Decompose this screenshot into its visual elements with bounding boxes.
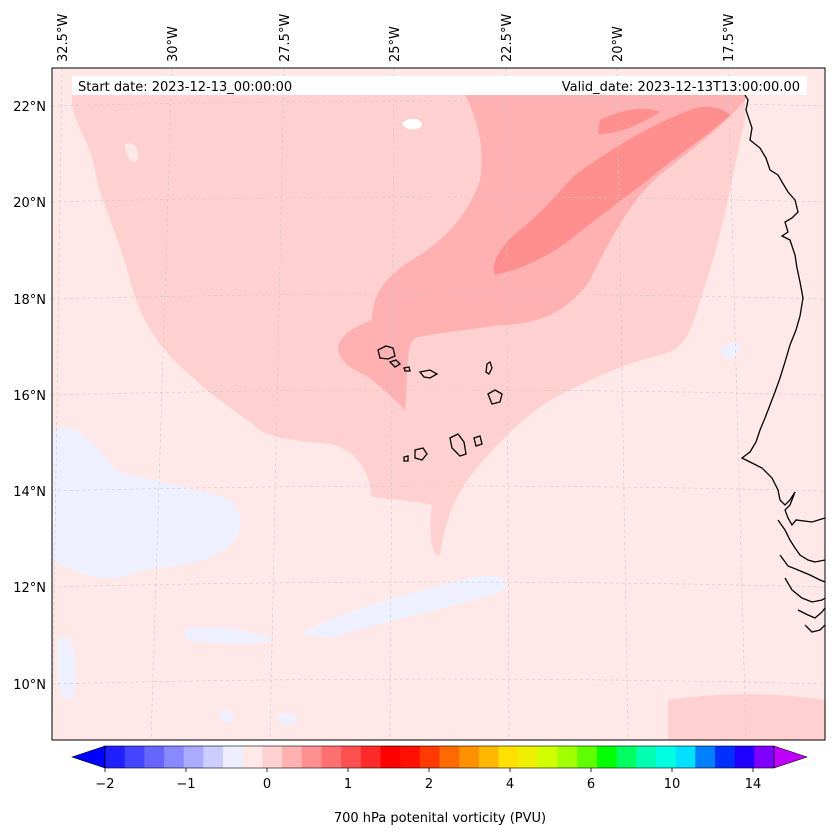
map-frame: [51, 67, 826, 741]
colorbar-cell: [498, 746, 519, 768]
island-santo-antao: [377, 345, 396, 360]
colorbar-cell: [262, 746, 283, 768]
colorbar-cell: [341, 746, 362, 768]
negative-pv-region: [185, 627, 275, 644]
island-boa-vista: [487, 389, 503, 405]
colorbar-cell: [596, 746, 618, 768]
lon-label: 25°W: [388, 26, 403, 62]
colorbar-cell: [360, 746, 381, 768]
lon-label: 30°W: [166, 26, 181, 62]
colorbar-max-arrow: [773, 745, 808, 769]
valid-date-label: Valid_date: 2023-12-13T13:00:00.00: [562, 80, 800, 95]
colorbar-cell: [616, 746, 637, 768]
island-santa-luzia: [403, 366, 411, 372]
colorbar-tick-label: 1: [344, 777, 352, 792]
colorbar-cell: [242, 746, 263, 768]
lat-label: 18°N: [13, 293, 46, 308]
colorbar-cell: [714, 746, 736, 768]
colorbar: −2 −1 0 1 2 4 6 10 14 700 hPa potenital …: [71, 745, 808, 826]
lat-label: 12°N: [13, 581, 46, 596]
colorbar-tick-label: 6: [587, 777, 595, 792]
island-brava: [403, 455, 409, 462]
lat-label: 16°N: [13, 389, 46, 404]
colorbar-cell: [439, 746, 460, 768]
colorbar-tick-label: 10: [664, 777, 681, 792]
colorbar-cell: [695, 746, 716, 768]
pv-0-75-region: [598, 108, 660, 135]
island-sao-nicolau: [418, 369, 439, 379]
colorbar-cell: [518, 746, 539, 768]
colorbar-cell: [282, 746, 303, 768]
lon-label: 20°W: [611, 26, 626, 62]
negative-pv-region: [219, 710, 235, 723]
colorbar-cell: [301, 746, 322, 768]
colorbar-cell: [478, 746, 500, 768]
colorbar-cell: [183, 746, 204, 768]
colorbar-cell: [321, 746, 342, 768]
pv-gap-region: [402, 118, 422, 130]
pv-0-25-region: [668, 694, 825, 740]
colorbar-cell: [577, 746, 598, 768]
lon-label: 32.5°W: [56, 14, 71, 62]
colorbar-cells: [105, 746, 775, 768]
latitude-labels: 22°N 20°N 18°N 16°N 14°N 12°N 10°N: [13, 100, 46, 693]
colorbar-cell: [400, 746, 421, 768]
colorbar-cell: [380, 746, 401, 768]
lat-label: 22°N: [13, 100, 46, 115]
island-santiago: [449, 433, 467, 457]
coastline: [740, 94, 826, 633]
pv-contour-fields: [52, 95, 825, 740]
colorbar-outline: [104, 745, 775, 769]
lat-label: 14°N: [13, 485, 46, 500]
colorbar-cell: [105, 746, 126, 768]
negative-pv-region: [300, 575, 506, 638]
colorbar-cell: [675, 746, 696, 768]
negative-pv-region: [720, 343, 741, 358]
lat-label: 10°N: [13, 678, 46, 693]
island-fogo: [414, 447, 428, 461]
colorbar-cell: [537, 746, 559, 768]
colorbar-tick-label: −1: [176, 777, 195, 792]
lon-label: 22.5°W: [500, 14, 515, 62]
colorbar-cell: [636, 746, 657, 768]
date-header-box: [72, 76, 807, 95]
colorbar-cell: [754, 746, 775, 768]
pv-0-75-region: [493, 106, 730, 275]
lon-label: 27.5°W: [278, 14, 293, 62]
negative-pv-region: [52, 427, 241, 579]
colorbar-cell: [144, 746, 165, 768]
colorbar-cell: [203, 746, 224, 768]
colorbar-cell: [734, 746, 755, 768]
island-sao-vicente: [388, 359, 402, 368]
colorbar-title: 700 hPa potenital vorticity (PVU): [334, 811, 546, 826]
negative-pv-region: [276, 712, 297, 726]
graticule-lines: [51, 67, 826, 741]
colorbar-tick-label: 0: [263, 777, 271, 792]
colorbar-cell: [655, 746, 677, 768]
colorbar-cell: [557, 746, 578, 768]
pv-gap-region: [125, 143, 139, 163]
colorbar-tick-label: 4: [506, 777, 514, 792]
colorbar-tick-label: 14: [745, 777, 762, 792]
start-date-label: Start date: 2023-12-13_00:00:00: [78, 80, 292, 95]
colorbar-cell: [164, 746, 185, 768]
colorbar-cell: [459, 746, 480, 768]
colorbar-cell: [419, 746, 440, 768]
colorbar-min-arrow: [71, 745, 106, 769]
lon-label: 17.5°W: [722, 14, 737, 62]
island-sal: [485, 360, 493, 375]
colorbar-ticks: [104, 768, 754, 772]
colorbar-cell: [223, 746, 244, 768]
colorbar-tick-label: 2: [425, 777, 433, 792]
colorbar-cell: [124, 746, 145, 768]
cape-verde-islands: [377, 345, 503, 462]
africa-coastline: [740, 94, 826, 633]
colorbar-tick-label: −2: [95, 777, 114, 792]
island-maio: [473, 435, 483, 447]
lat-label: 20°N: [13, 196, 46, 211]
longitude-labels: 32.5°W 30°W 27.5°W 25°W 22.5°W 20°W 17.5…: [56, 14, 737, 62]
pv-gap-region: [70, 318, 81, 347]
